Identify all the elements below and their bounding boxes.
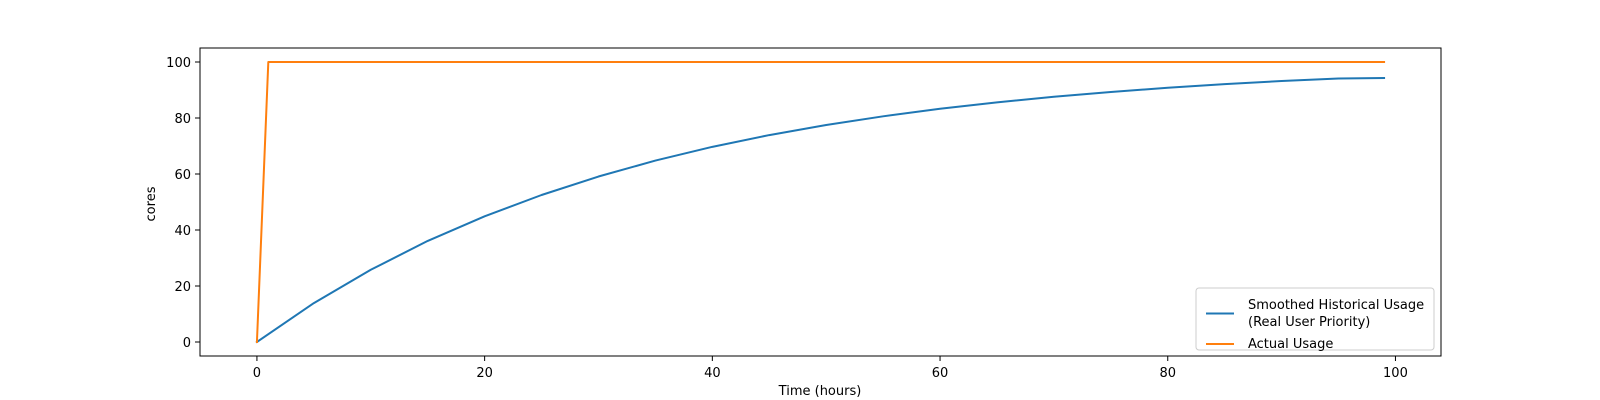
y-tick-label: 60 [174, 168, 191, 183]
y-tick-label: 20 [174, 280, 191, 295]
y-tick-label: 100 [166, 56, 191, 71]
x-tick-label: 40 [704, 366, 721, 381]
legend-box [1195, 287, 1435, 351]
ticks-layer: 0 20 40 60 80 100 0 20 40 60 80 100 [166, 56, 1408, 381]
legend-label-1: Actual Usage [1248, 337, 1333, 352]
x-tick-label: 20 [476, 366, 493, 381]
legend-label-0: Smoothed Historical Usage (Real User Prio… [1248, 298, 1424, 330]
x-tick-label: 0 [253, 366, 261, 381]
series-layer [255, 61, 1386, 344]
plot-frame [199, 47, 1442, 357]
x-tick-label: 60 [932, 366, 949, 381]
x-tick-label: 80 [1159, 366, 1176, 381]
x-axis-label: Time (hours) [778, 384, 862, 399]
x-tick-label: 100 [1383, 366, 1408, 381]
series-line-1 [255, 61, 1386, 344]
legend-label-line: Actual Usage [1248, 337, 1333, 352]
series-line-0 [255, 76, 1386, 344]
legend: Smoothed Historical Usage (Real User Prio… [1195, 287, 1435, 352]
y-axis-label: cores [144, 186, 159, 221]
y-tick-label: 0 [183, 336, 191, 351]
legend-label-line: Smoothed Historical Usage [1248, 298, 1424, 313]
legend-label-line: (Real User Priority) [1248, 315, 1370, 330]
y-tick-label: 40 [174, 224, 191, 239]
y-tick-label: 80 [174, 112, 191, 127]
